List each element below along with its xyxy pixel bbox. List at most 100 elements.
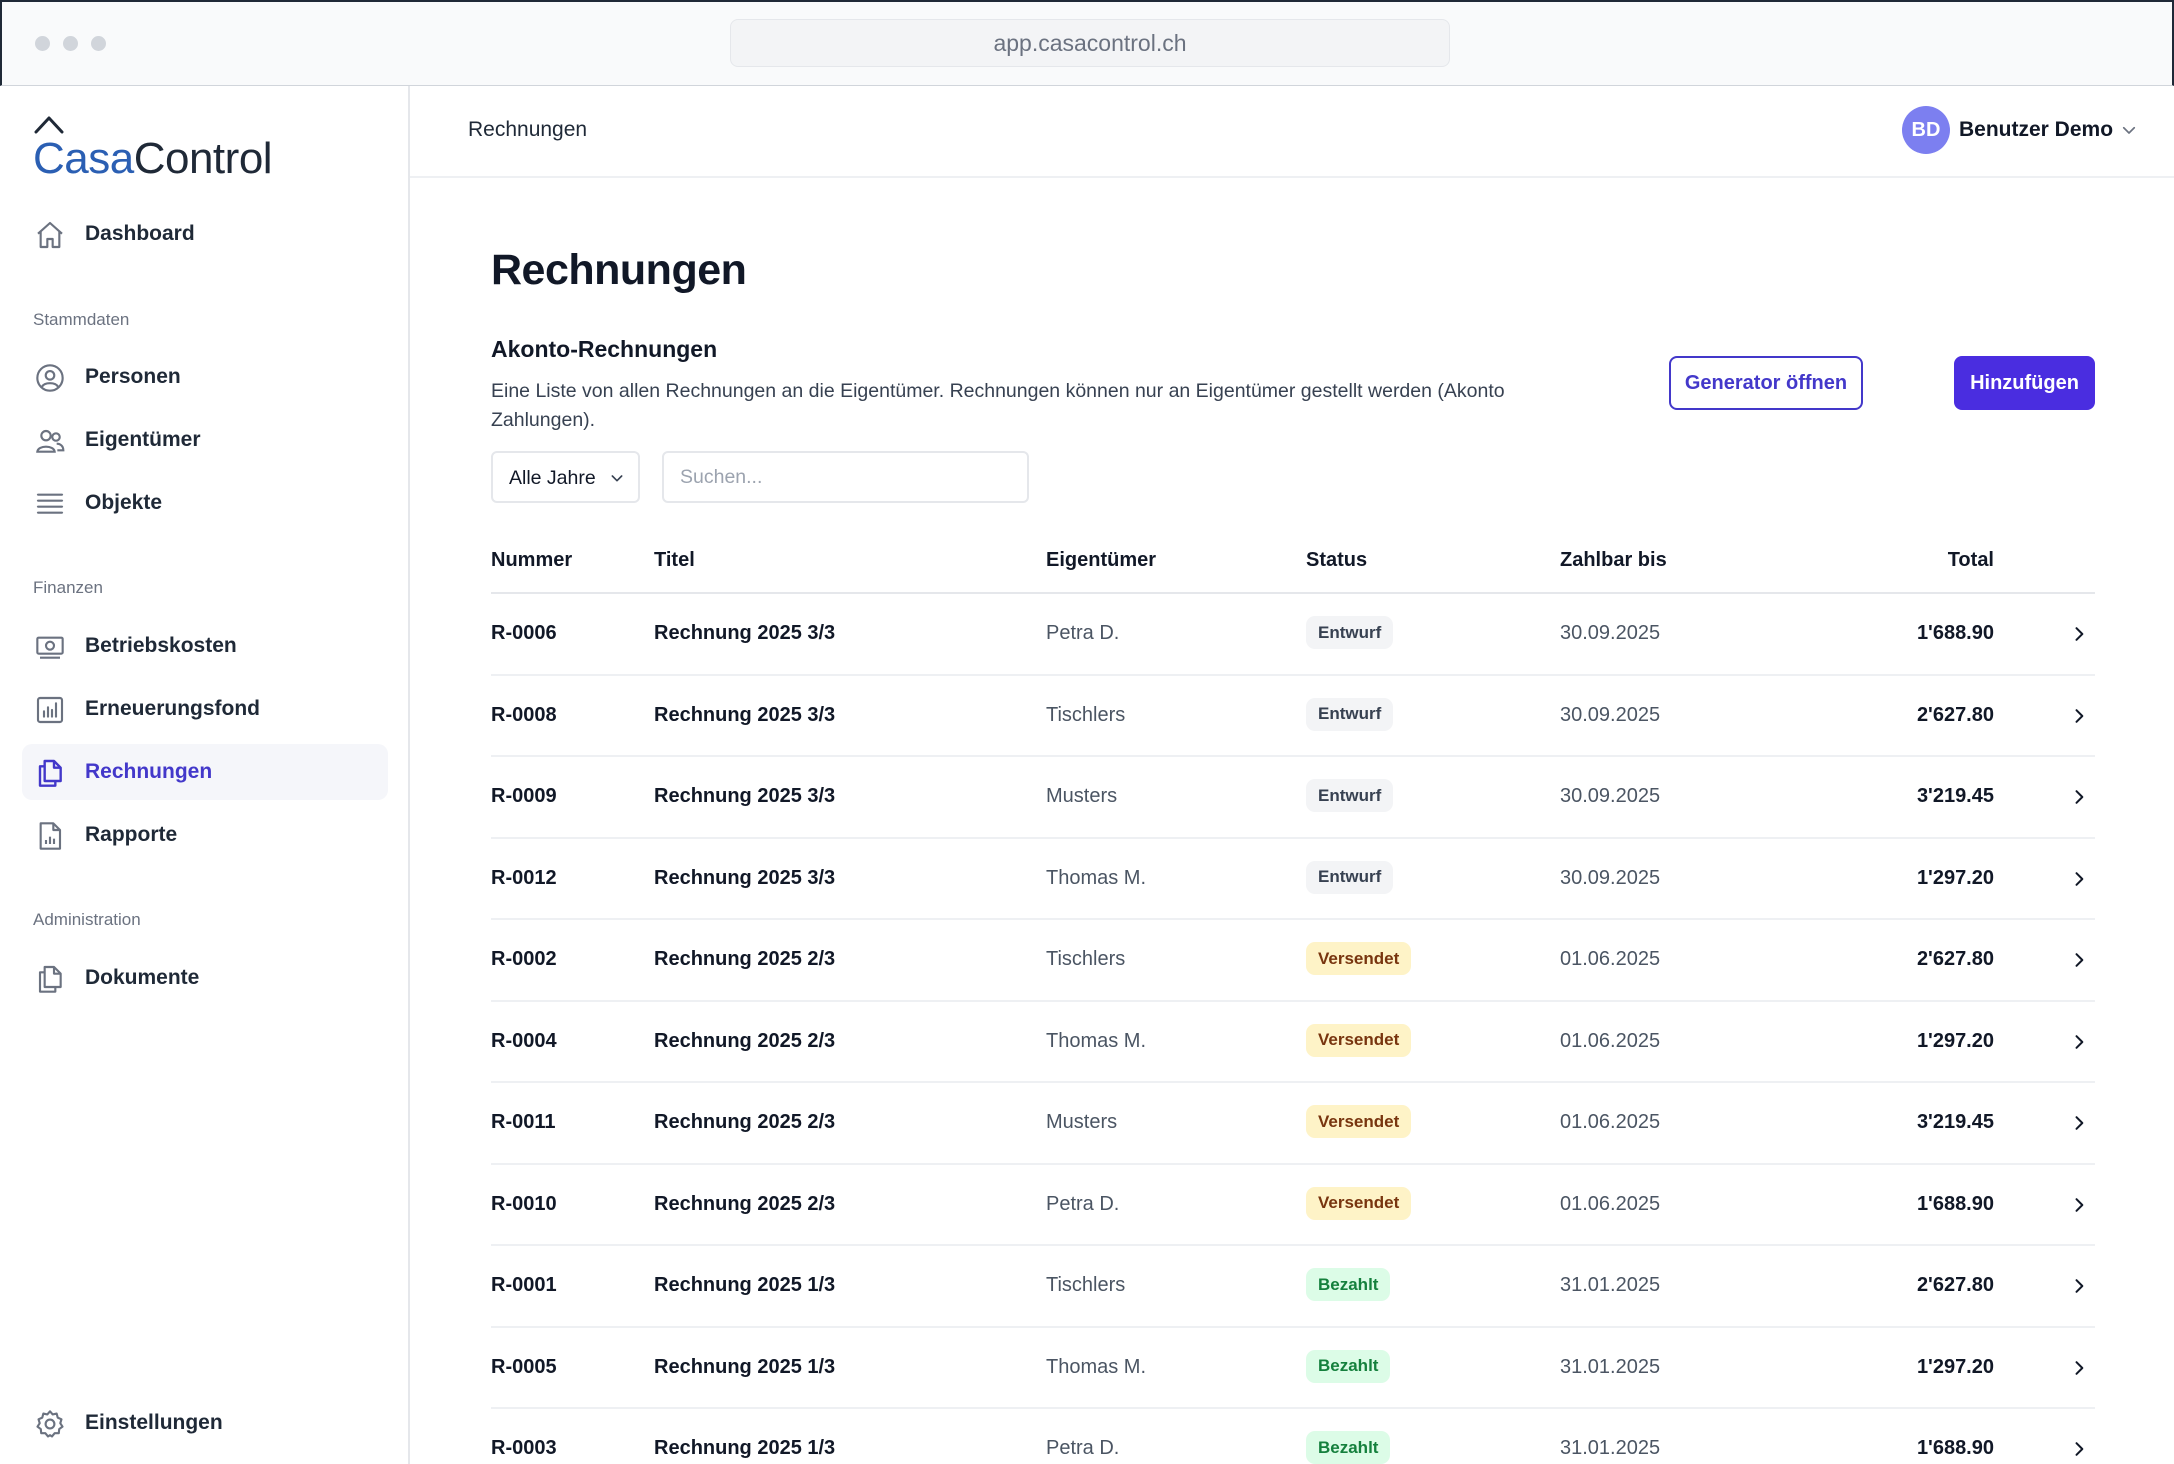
sidebar-item-betriebskosten[interactable]: Betriebskosten (22, 618, 388, 674)
cell-title: Rechnung 2025 1/3 (654, 1355, 836, 1378)
cell-title: Rechnung 2025 1/3 (654, 1437, 836, 1459)
address-bar[interactable]: app.casacontrol.ch (730, 19, 1450, 67)
sidebar-item-dokumente[interactable]: Dokumente (22, 950, 388, 1006)
status-badge: Versendet (1306, 1023, 1412, 1057)
cell-owner: Tischlers (1046, 1274, 1126, 1296)
chevron-right-icon[interactable] (2069, 1195, 2089, 1215)
table-row[interactable]: R-0010 Rechnung 2025 2/3 Petra D. Versen… (491, 1165, 2095, 1246)
table-row[interactable]: R-0006 Rechnung 2025 3/3 Petra D. Entwur… (491, 594, 2095, 676)
cell-owner: Tischlers (1046, 703, 1126, 726)
column-header-nummer[interactable]: Nummer (491, 549, 573, 571)
minimize-window-dot[interactable] (63, 36, 78, 51)
table-row[interactable]: R-0001 Rechnung 2025 1/3 Tischlers Bezah… (491, 1246, 2095, 1328)
cell-number: R-0003 (491, 1437, 557, 1459)
cell-due-date: 01.06.2025 (1560, 948, 1661, 970)
chevron-right-icon[interactable] (2069, 1032, 2089, 1052)
year-filter-select[interactable]: Alle Jahre (491, 451, 640, 503)
sidebar-item-einstellungen[interactable]: Einstellungen (22, 1395, 388, 1451)
browser-chrome: app.casacontrol.ch (0, 0, 2174, 86)
sidebar-item-dashboard[interactable]: Dashboard (22, 206, 388, 262)
logo-control: Control (133, 134, 273, 183)
sidebar-item-erneuerungsfond[interactable]: Erneuerungsfond (22, 681, 388, 737)
cell-number: R-0006 (491, 622, 557, 644)
chevron-right-icon[interactable] (2069, 624, 2089, 644)
sidebar-item-objekte[interactable]: Objekte (22, 475, 388, 531)
cell-title: Rechnung 2025 3/3 (654, 785, 836, 807)
cell-due-date: 31.01.2025 (1560, 1437, 1661, 1459)
status-badge: Entwurf (1306, 860, 1394, 894)
table-row[interactable]: R-0009 Rechnung 2025 3/3 Musters Entwurf… (491, 757, 2095, 839)
maximize-window-dot[interactable] (91, 36, 106, 51)
cell-total: 1'688.90 (1916, 622, 1994, 644)
generator-button[interactable]: Generator öffnen (1669, 356, 1863, 410)
chevron-right-icon[interactable] (2069, 1439, 2089, 1459)
cell-due-date: 31.01.2025 (1560, 1355, 1661, 1378)
cell-title: Rechnung 2025 1/3 (654, 1274, 836, 1296)
chevron-down-icon (611, 475, 623, 482)
cell-due-date: 01.06.2025 (1560, 1029, 1661, 1052)
window-controls (35, 36, 106, 51)
breadcrumb[interactable]: Rechnungen (468, 118, 588, 141)
sidebar-item-rechnungen[interactable]: Rechnungen (22, 744, 388, 800)
add-button[interactable]: Hinzufügen (1954, 356, 2095, 410)
sidebar-item-personen[interactable]: Personen (22, 349, 388, 405)
user-menu-name[interactable]: Benutzer Demo (1959, 118, 2114, 141)
cell-number: R-0012 (491, 866, 557, 889)
table-row[interactable]: R-0004 Rechnung 2025 2/3 Thomas M. Verse… (491, 1002, 2095, 1083)
chevron-right-icon[interactable] (2069, 1276, 2089, 1296)
table-row[interactable]: R-0011 Rechnung 2025 2/3 Musters Versend… (491, 1083, 2095, 1165)
cell-number: R-0002 (491, 948, 557, 970)
cell-total: 1'688.90 (1916, 1192, 1994, 1215)
section-title: Akonto-Rechnungen (491, 336, 718, 362)
chevron-right-icon[interactable] (2069, 1358, 2089, 1378)
section-title-administration: Administration (33, 910, 141, 929)
documents-icon (38, 759, 62, 787)
cell-total: 1'297.20 (1916, 1355, 1994, 1378)
cell-owner: Musters (1046, 785, 1118, 807)
column-header-status[interactable]: Status (1306, 549, 1368, 571)
cell-number: R-0011 (491, 1111, 556, 1133)
search-input[interactable] (662, 451, 1029, 503)
logo[interactable]: CasaControl (33, 112, 293, 184)
cell-number: R-0005 (491, 1355, 557, 1378)
cell-total: 3'219.45 (1916, 785, 1994, 807)
cell-title: Rechnung 2025 3/3 (654, 703, 836, 726)
section-description: Eine Liste von allen Rechnungen an die E… (491, 380, 1505, 431)
table-row[interactable]: R-0008 Rechnung 2025 3/3 Tischlers Entwu… (491, 676, 2095, 757)
status-badge: Bezahlt (1306, 1431, 1391, 1464)
sidebar-item-label: Betriebskosten (85, 634, 237, 657)
table-row[interactable]: R-0003 Rechnung 2025 1/3 Petra D. Bezahl… (491, 1409, 2095, 1464)
column-header-eigentuemer[interactable]: Eigentümer (1046, 549, 1157, 571)
sidebar-item-rapporte[interactable]: Rapporte (22, 807, 388, 863)
sidebar-item-label: Rapporte (85, 823, 178, 846)
chevron-right-icon[interactable] (2069, 787, 2089, 807)
column-header-titel[interactable]: Titel (654, 549, 695, 571)
sidebar-item-label: Eigentümer (85, 428, 201, 451)
cell-owner: Petra D. (1046, 1192, 1120, 1215)
chevron-down-icon[interactable] (2120, 121, 2138, 139)
page-title: Rechnungen (491, 246, 747, 294)
status-badge: Versendet (1306, 942, 1412, 975)
column-header-zahlbar-bis[interactable]: Zahlbar bis (1560, 549, 1667, 571)
sidebar-item-eigentuemer[interactable]: Eigentümer (22, 412, 388, 468)
table-header: Nummer Titel Eigentümer Status Zahlbar b… (491, 532, 2095, 594)
report-icon (39, 822, 62, 850)
chevron-right-icon[interactable] (2069, 950, 2089, 970)
table-row[interactable]: R-0012 Rechnung 2025 3/3 Thomas M. Entwu… (491, 839, 2095, 920)
bar-chart-icon (36, 696, 64, 724)
table-row[interactable]: R-0002 Rechnung 2025 2/3 Tischlers Verse… (491, 920, 2095, 1002)
sidebar-item-label: Rechnungen (85, 760, 213, 783)
logo-text: CasaControl (33, 134, 273, 184)
status-badge: Versendet (1306, 1186, 1412, 1220)
chevron-right-icon[interactable] (2069, 1113, 2089, 1133)
cell-title: Rechnung 2025 2/3 (654, 1111, 836, 1133)
chevron-right-icon[interactable] (2069, 869, 2089, 889)
cell-title: Rechnung 2025 3/3 (654, 622, 836, 644)
avatar[interactable]: BD (1902, 106, 1950, 154)
column-header-total[interactable]: Total (1947, 549, 1994, 571)
table-row[interactable]: R-0005 Rechnung 2025 1/3 Thomas M. Bezah… (491, 1328, 2095, 1409)
close-window-dot[interactable] (35, 36, 50, 51)
chevron-right-icon[interactable] (2069, 706, 2089, 726)
status-badge: Entwurf (1306, 616, 1394, 649)
cell-total: 1'297.20 (1916, 1029, 1994, 1052)
